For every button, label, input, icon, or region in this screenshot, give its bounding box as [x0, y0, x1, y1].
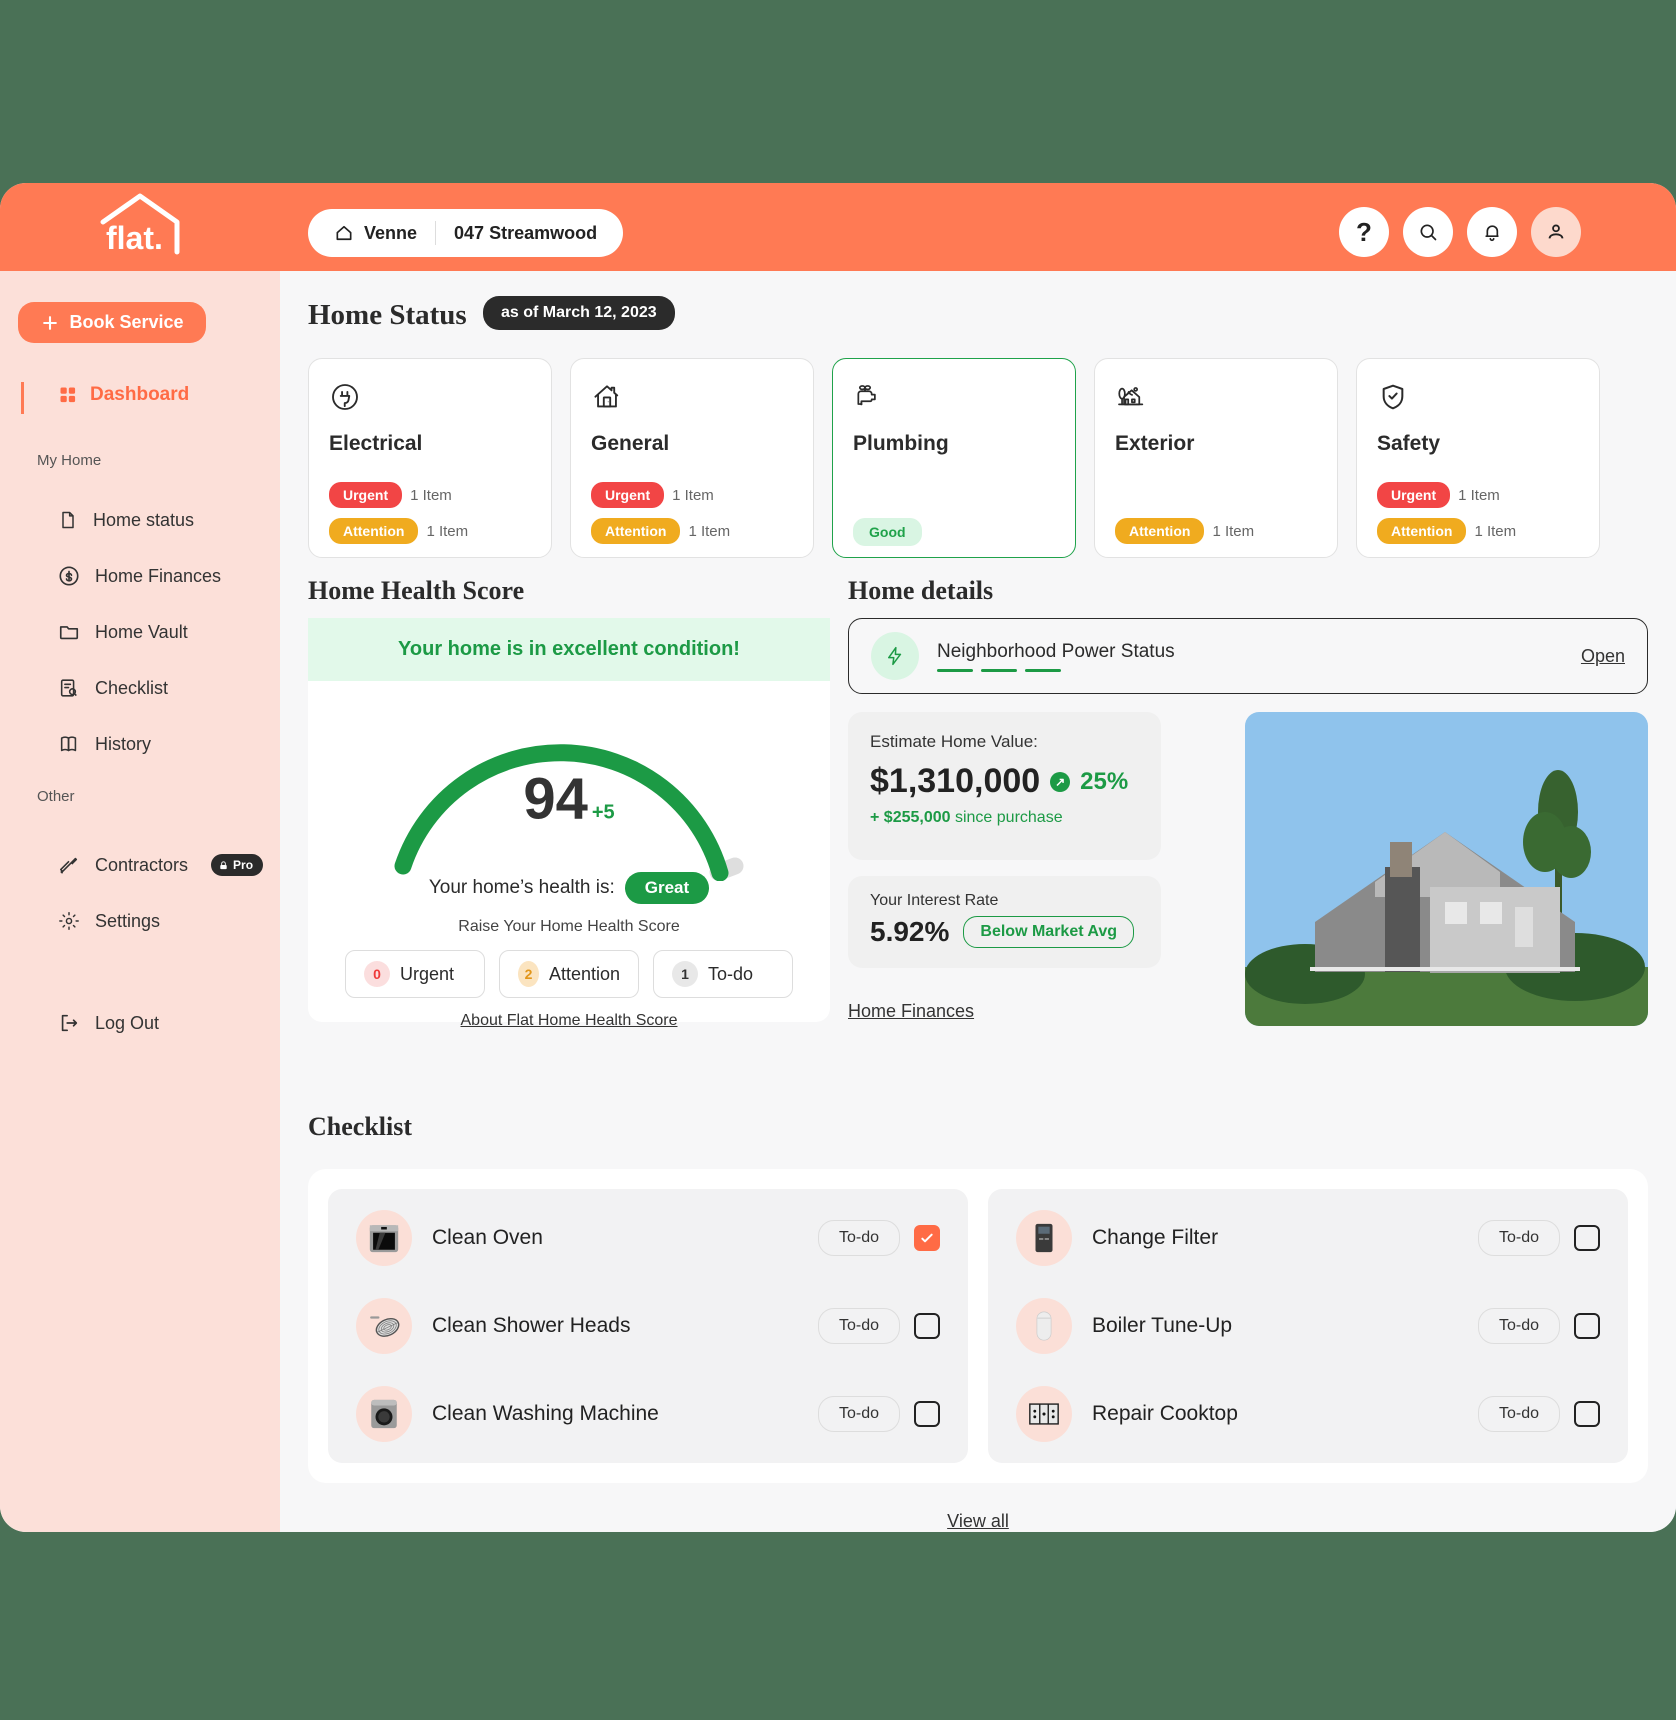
svg-text:flat.: flat. [106, 220, 163, 256]
